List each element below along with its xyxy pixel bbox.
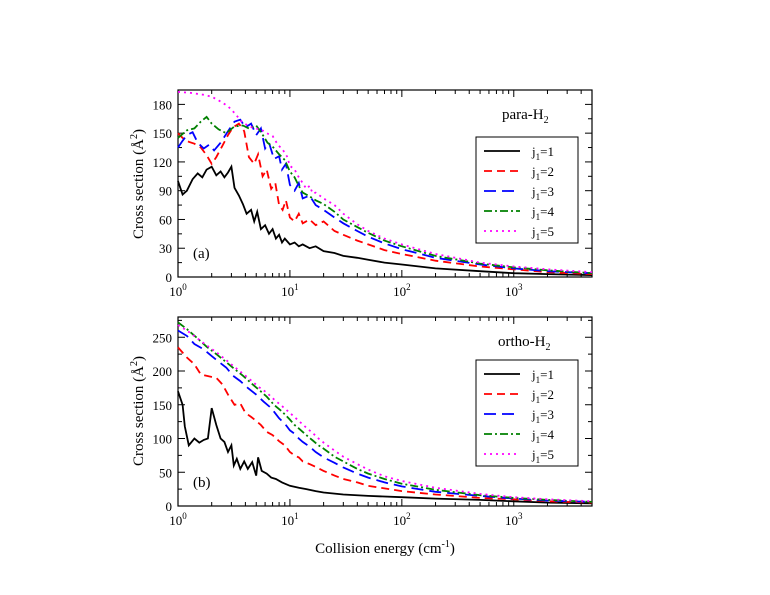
y-tick-label: 180 [153, 97, 173, 112]
series-line-j1=3 [177, 118, 593, 275]
panel-a: 0 30 60 90 120 150 180 100 101 102 103 Cross sect… [129, 89, 593, 299]
series-line-j1=3 [177, 329, 593, 503]
x-tick-label: 103 [505, 511, 523, 528]
series-line-j1=4 [177, 321, 593, 503]
x-tick-label: 103 [505, 282, 523, 299]
x-tick-label: 100 [169, 511, 187, 528]
panel-a-legend-box [475, 136, 579, 244]
panel-b-y-ticks: 0 50 100 150 200 250 [153, 319, 592, 514]
panel-a-panel-letter: (a) [193, 246, 210, 262]
y-tick-label: 90 [159, 184, 172, 199]
y-tick-label: 50 [159, 465, 172, 480]
series-line-j1=1 [177, 391, 593, 505]
panel-b-subplot-label: ortho-H2 [498, 334, 551, 353]
x-tick-label: 102 [393, 282, 411, 299]
panel-b-x-ticks: 100 101 102 103 [169, 317, 593, 528]
panel-b-panel-letter: (b) [193, 475, 211, 491]
legend-label-j1=5: j1=5 [531, 224, 554, 242]
panel-a-subplot-label: para-H2 [502, 107, 549, 126]
panel-b-series-lines [177, 321, 593, 505]
y-tick-label: 0 [166, 270, 173, 285]
legend-label-j1=5: j1=5 [531, 447, 554, 465]
x-tick-label: 102 [393, 511, 411, 528]
legend-label-j1=1: j1=1 [531, 367, 554, 385]
legend-label-j1=2: j1=2 [531, 387, 554, 405]
panel-a-ylabel: Cross section (Å2) [129, 129, 147, 239]
y-tick-label: 120 [153, 155, 173, 170]
series-line-j1=2 [177, 122, 593, 275]
y-tick-label: 30 [159, 241, 172, 256]
panel-b-ylabel: Cross section (Å2) [129, 356, 147, 466]
legend-label-j1=2: j1=2 [531, 164, 554, 182]
legend-label-j1=1: j1=1 [531, 144, 554, 162]
series-line-j1=4 [177, 115, 593, 275]
legend-label-j1=3: j1=3 [531, 184, 554, 202]
series-line-j1=2 [177, 346, 593, 504]
y-tick-label: 250 [153, 330, 173, 345]
panel-b: 0 50 100 150 200 250 100 101 102 103 Cross secti… [129, 316, 593, 528]
legend-label-j1=3: j1=3 [531, 407, 554, 425]
legend-label-j1=4: j1=4 [531, 204, 554, 222]
x-tick-label: 101 [281, 282, 299, 299]
panel-b-legend-box [475, 359, 579, 467]
y-tick-label: 60 [159, 212, 172, 227]
panel-a-x-ticks: 100 101 102 103 [169, 90, 593, 299]
y-tick-label: 150 [153, 398, 173, 413]
y-tick-label: 0 [166, 499, 173, 514]
y-tick-label: 100 [153, 432, 173, 447]
panel-b-legend-items: j1=1 j1=2 j1=3 j1=4 j1=5 [484, 367, 554, 465]
legend-label-j1=4: j1=4 [531, 427, 554, 445]
y-tick-label: 150 [153, 126, 173, 141]
series-line-j1=5 [177, 91, 593, 274]
panel-a-series-lines [177, 91, 593, 276]
x-tick-label: 101 [281, 511, 299, 528]
y-tick-label: 200 [153, 364, 173, 379]
panel-a-legend-items: j1=1 j1=2 j1=3 j1=4 j1=5 [484, 144, 554, 242]
series-line-j1=1 [177, 164, 593, 276]
panel-a-y-ticks: 0 30 60 90 120 150 180 [153, 97, 592, 285]
x-tick-label: 100 [169, 282, 187, 299]
panel-b-legend: j1=1 j1=2 j1=3 j1=4 j1=5 [475, 359, 579, 467]
x-axis-label: Collision energy (cm-1) [315, 539, 455, 557]
panel-a-legend: j1=1 j1=2 j1=3 j1=4 j1=5 [475, 136, 579, 244]
